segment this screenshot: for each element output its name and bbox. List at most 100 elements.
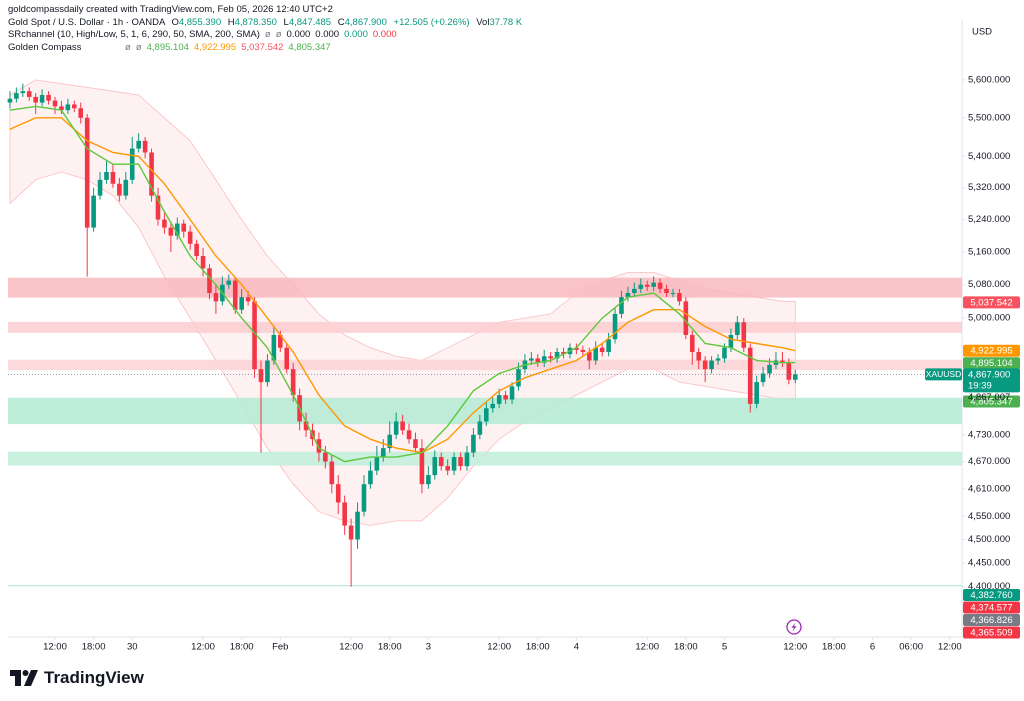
x-tick-label: 18:00: [378, 642, 402, 653]
candle-body: [213, 293, 219, 302]
candle-body: [207, 268, 212, 294]
y-tick-label: 5,080.000: [968, 279, 1010, 290]
candle-body: [535, 358, 541, 363]
x-tick-label: 12:00: [339, 642, 363, 653]
line-layer: [8, 105, 962, 463]
y-tick-label: 4,500.000: [968, 534, 1010, 545]
indicator-line[interactable]: SRchannel (10, High/Low, 5, 1, 6, 290, 5…: [8, 29, 522, 42]
candle-body: [702, 360, 708, 370]
x-tick-label: 12:00: [783, 642, 807, 653]
x-tick-label: 18:00: [526, 642, 550, 653]
candle-body: [329, 461, 335, 485]
candle-body: [155, 195, 161, 220]
logo-part: [10, 670, 21, 686]
candle-body: [670, 293, 676, 295]
candle-body: [136, 140, 141, 149]
candle-body: [464, 452, 470, 467]
ohlc-key: L: [283, 16, 289, 28]
candle-body: [490, 403, 496, 409]
symbol-badge-label: XAUUSD: [926, 369, 961, 379]
brand-logo: [10, 670, 38, 686]
x-tick-label: 4: [574, 642, 579, 653]
x-tick-label: 18:00: [822, 642, 846, 653]
candle-body: [516, 369, 521, 387]
alert-icon[interactable]: [786, 619, 802, 635]
candle-body: [548, 356, 553, 359]
ohlc-value: 4,855.390: [178, 16, 222, 28]
price-label: 5,037.542: [970, 297, 1012, 308]
candle-body: [380, 448, 386, 458]
candle-body: [580, 349, 586, 352]
ohlc-value: 4,847.485: [288, 16, 332, 28]
symbol-line: Gold Spot / U.S. Dollar · 1h · OANDA O4,…: [8, 17, 522, 30]
candle-body: [303, 421, 309, 431]
candle-body: [496, 395, 502, 404]
candle-body: [265, 360, 270, 383]
indicator-name: Golden Compass: [8, 41, 82, 53]
indicator-value: 4,922.995: [193, 41, 237, 53]
candle-body: [747, 347, 753, 404]
candle-body: [194, 243, 199, 256]
candle-body: [471, 434, 476, 453]
indicator-value: 0.000: [344, 29, 368, 40]
sr-zone: [8, 359, 962, 371]
candle-body: [625, 293, 631, 298]
candle-body: [792, 374, 798, 380]
change: +12.505 (+0.26%): [393, 16, 470, 28]
alert-circle: [786, 619, 802, 635]
candle-body: [162, 219, 167, 228]
candle-body: [677, 293, 682, 302]
candle-body: [59, 106, 64, 111]
logo-part: [22, 670, 29, 676]
candle-body: [72, 104, 77, 109]
candle-body: [586, 351, 592, 361]
y-tick-label: 5,240.000: [968, 214, 1010, 225]
logo-part: [24, 670, 38, 686]
brand: TradingView: [10, 668, 144, 688]
x-tick-label: 3: [426, 642, 431, 653]
attribution: goldcompassdaily created with TradingVie…: [8, 4, 333, 15]
indicator-value: ø: [264, 29, 271, 40]
y-tick-label: 5,320.000: [968, 182, 1010, 193]
candle-body: [123, 179, 129, 196]
candle-body: [599, 347, 605, 352]
x-tick-label: 06:00: [899, 642, 923, 653]
candle-body: [361, 484, 367, 512]
candle-body: [78, 108, 84, 118]
candle-body: [200, 255, 206, 269]
x-tick-label: 12:00: [938, 642, 962, 653]
price-label-box: [963, 613, 1020, 626]
candle-body: [689, 334, 695, 352]
price-label: 4,805.347: [970, 397, 1012, 408]
indicator-line: [9, 105, 796, 463]
candle-body: [387, 434, 393, 449]
indicator-line[interactable]: Golden Compass ø ø 4,895.104 4,922.995 5,037.…: [8, 42, 522, 55]
candle-body: [477, 421, 483, 435]
alert-bolt: [791, 622, 797, 632]
x-tick-label: 12:00: [635, 642, 659, 653]
candle-body: [110, 171, 116, 184]
price-label-box: [963, 626, 1020, 639]
x-tick-label: 12:00: [43, 642, 67, 653]
indicator-value: ø: [135, 41, 142, 53]
candle-body: [52, 100, 58, 107]
candle-body: [619, 297, 624, 314]
candle-body: [561, 351, 566, 355]
candle-body: [696, 351, 702, 361]
candle-body: [426, 475, 431, 485]
candle-body: [7, 98, 13, 103]
candle-body: [767, 364, 772, 374]
indicator-name: SRchannel (10, High/Low, 5, 1, 6, 290, 5…: [8, 29, 260, 40]
candle-body: [181, 223, 187, 232]
y-tick-label: 5,600.000: [968, 74, 1010, 85]
candle-body: [91, 195, 96, 228]
candle-body: [458, 457, 463, 467]
x-tick-label: 5: [722, 642, 727, 653]
candle-body: [84, 117, 90, 228]
candle-body: [728, 334, 734, 348]
indicator-value: 0.000: [372, 29, 397, 40]
